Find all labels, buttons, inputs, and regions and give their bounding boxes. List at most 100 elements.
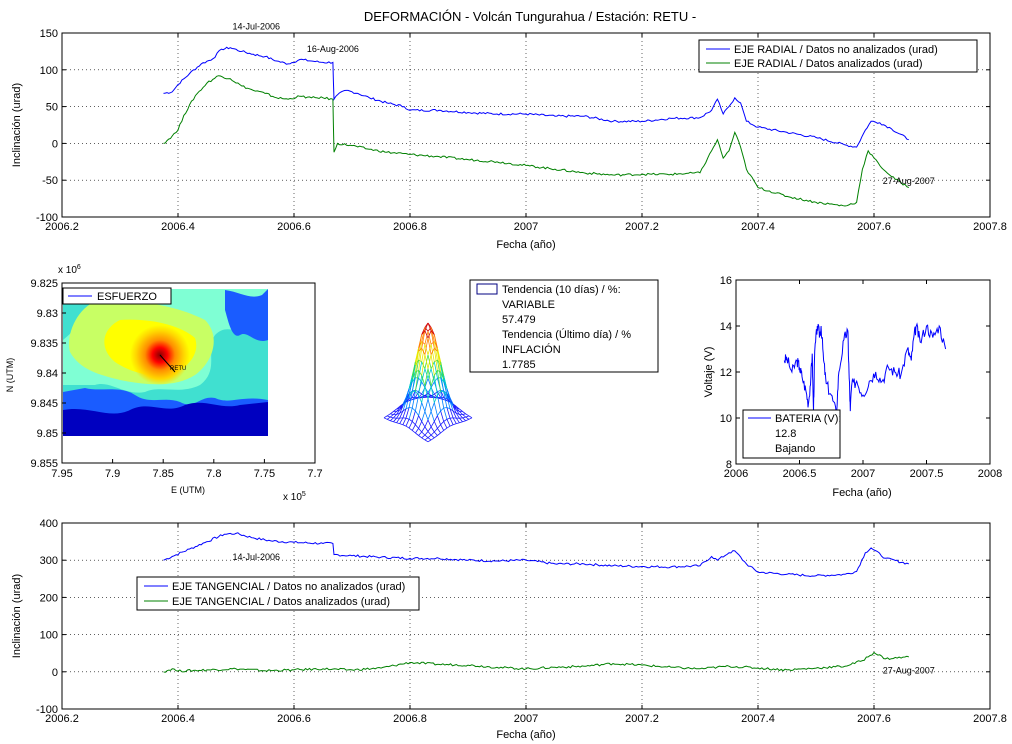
- mesh-line: [446, 425, 451, 429]
- x-tick-label: 2007.8: [973, 221, 1007, 233]
- mesh-line: [433, 370, 438, 376]
- x-tick-label: 2007.2: [625, 713, 659, 725]
- mesh-line: [437, 370, 441, 392]
- mesh-line: [462, 413, 466, 415]
- mesh-line: [449, 401, 454, 412]
- tangencial-legend-analyzed: EJE TANGENCIAL / Datos analizados (urad): [172, 596, 390, 608]
- mesh-line: [411, 391, 416, 409]
- mesh-line: [396, 417, 401, 423]
- tangencial-legend-raw: EJE TANGENCIAL / Datos no analizados (ur…: [172, 581, 405, 593]
- mesh-line: [427, 354, 432, 369]
- mesh-line: [427, 331, 432, 345]
- mesh-line: [396, 412, 401, 419]
- mesh-line: [446, 395, 451, 409]
- mesh-line: [405, 407, 410, 410]
- mesh-line: [452, 410, 457, 419]
- y-tick-label: 100: [40, 630, 58, 642]
- date-annotation: 27-Aug-2007: [883, 176, 935, 186]
- mesh-line: [418, 431, 422, 436]
- mesh-line: [430, 354, 435, 376]
- mesh-line: [427, 437, 432, 441]
- bateria-legend-title: BATERIA (V):: [775, 413, 841, 425]
- mesh-line: [421, 341, 426, 345]
- mesh-line: [399, 405, 404, 411]
- mesh-line: [427, 344, 432, 355]
- mesh-line: [421, 411, 426, 422]
- mesh-line: [430, 344, 435, 362]
- mesh-line: [405, 425, 410, 429]
- x-tick-label: 2006: [724, 468, 748, 480]
- mesh-line: [440, 361, 445, 376]
- mesh-line: [427, 431, 432, 436]
- x-tick-label: 2006.6: [277, 221, 311, 233]
- mesh-line: [386, 418, 391, 422]
- mesh-line: [402, 417, 407, 425]
- x-tick-label: 2007.5: [910, 468, 944, 480]
- mesh-line: [437, 432, 441, 436]
- mesh-line: [440, 424, 445, 431]
- mesh-line: [412, 421, 416, 425]
- x-tick-label: 2006.8: [393, 221, 427, 233]
- tangencial-legend: EJE TANGENCIAL / Datos no analizados (ur…: [136, 576, 420, 611]
- x-tick-label: 2007.6: [857, 221, 891, 233]
- mesh-line: [465, 415, 470, 418]
- mesh-line: [396, 407, 400, 410]
- mesh-line: [465, 413, 470, 417]
- mesh-line: [424, 426, 429, 432]
- mesh-line: [415, 410, 419, 416]
- mesh-line: [421, 434, 426, 439]
- mesh-line: [411, 424, 416, 431]
- esfuerzo-map: RETU ESFUERZO 7.95 7.9 7.85 7.8 7.75 7.7 9.825…: [5, 264, 323, 503]
- mesh-line: [443, 391, 448, 408]
- mesh-line: [443, 381, 448, 394]
- date-annotation: 16-Aug-2006: [307, 44, 359, 54]
- mesh-line: [421, 402, 426, 412]
- mesh-line: [427, 327, 432, 332]
- mesh-line: [411, 377, 416, 391]
- mesh-line: [421, 330, 426, 335]
- bateria-chart: 2006 2006.5 2007 2007.5 2008 8 10 12 14 16 Fecha …: [703, 275, 1002, 499]
- mesh-line: [427, 426, 432, 432]
- mesh-line: [433, 377, 438, 383]
- y-tick-label: 12: [720, 367, 732, 379]
- mesh-line: [465, 418, 470, 422]
- y-tick-label: 0: [52, 667, 58, 679]
- mesh-line: [430, 327, 435, 342]
- y-tick-label: 10: [720, 413, 732, 425]
- mesh-line: [443, 421, 448, 429]
- mesh-line: [433, 334, 438, 348]
- tendencia-line-6: 1.7785: [502, 359, 536, 371]
- mesh-line: [430, 411, 435, 422]
- mesh-line: [424, 330, 429, 339]
- mesh-line: [462, 416, 466, 419]
- mesh-line: [430, 381, 435, 388]
- mesh-line: [427, 419, 432, 428]
- mesh-line: [408, 391, 413, 408]
- radial-legend: EJE RADIAL / Datos no analizados (urad) …: [698, 39, 978, 73]
- esfuerzo-station-label: RETU: [170, 366, 186, 372]
- mesh-line: [437, 428, 441, 434]
- tendencia-line-1: Tendencia (10 días) / %:: [502, 284, 621, 296]
- mesh-line: [418, 428, 423, 433]
- mesh-line: [433, 421, 438, 429]
- mesh-line: [440, 391, 445, 409]
- mesh-line: [434, 435, 438, 439]
- mesh-line: [424, 327, 429, 332]
- mesh-line: [399, 410, 404, 419]
- mesh-line: [424, 368, 429, 379]
- mesh-line: [440, 407, 444, 412]
- mesh-line: [443, 378, 448, 389]
- mesh-line: [402, 397, 407, 405]
- mesh-line: [408, 421, 413, 429]
- mesh-line: [415, 370, 419, 373]
- date-annotation: 27-Aug-2007: [883, 666, 935, 676]
- mesh-line: [427, 378, 432, 388]
- y-tick-label: 150: [40, 28, 58, 40]
- bateria-xlabel: Fecha (año): [832, 487, 891, 499]
- mesh-line: [427, 411, 432, 421]
- y-tick-label: 9.855: [30, 458, 58, 470]
- mesh-line: [421, 368, 426, 383]
- mesh-line: [424, 354, 429, 369]
- y-tick-label: 400: [40, 518, 58, 530]
- mesh-line: [386, 416, 391, 420]
